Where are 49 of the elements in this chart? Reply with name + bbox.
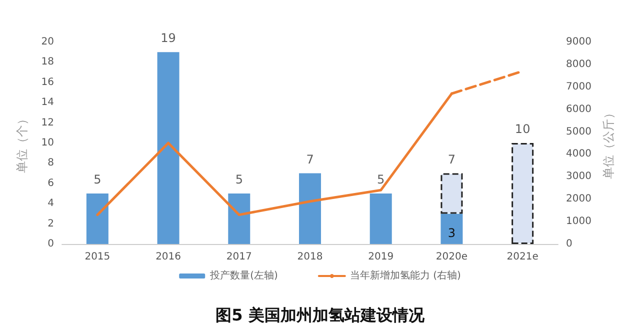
legend-label: 当年新增加氢能力 (右轴) bbox=[350, 270, 461, 282]
y-tick-label: 8 bbox=[48, 158, 54, 169]
text: 图5 美国加州加氢站建设情况 bbox=[216, 306, 426, 324]
y-tick-label: 4 bbox=[48, 198, 54, 210]
y2-tick-label: 4000 bbox=[566, 148, 592, 160]
y2-tick-label: 2000 bbox=[566, 194, 592, 205]
total-label: 7 bbox=[448, 152, 456, 166]
y2-tick-label: 9000 bbox=[566, 36, 592, 48]
bar bbox=[512, 143, 534, 244]
y-tick-label: 10 bbox=[41, 138, 54, 148]
bar bbox=[440, 173, 463, 214]
y-tick-label: 0 bbox=[48, 238, 54, 250]
y2-tick-label: 8000 bbox=[566, 58, 592, 70]
x-tick-label: 2019 bbox=[368, 252, 394, 262]
total-label: 7 bbox=[306, 152, 314, 166]
x-tick-label: 2015 bbox=[84, 252, 110, 262]
y2-tick-label: 7000 bbox=[566, 81, 592, 92]
bar bbox=[228, 194, 250, 244]
y-tick-label: 18 bbox=[41, 56, 54, 68]
bar bbox=[157, 52, 180, 244]
x-tick-label: 2018 bbox=[297, 252, 323, 262]
y-tick-label: 16 bbox=[41, 76, 54, 88]
x-tick-label: 2017 bbox=[226, 252, 252, 262]
total-label: 5 bbox=[94, 172, 102, 186]
bar bbox=[440, 214, 463, 244]
y-tick-label: 12 bbox=[41, 117, 54, 128]
x-tick-label: 2016 bbox=[156, 252, 182, 262]
y-tick-label: 2 bbox=[48, 218, 54, 230]
x-tick-label: 2021e bbox=[506, 252, 538, 262]
y-tick-label: 6 bbox=[48, 178, 54, 189]
bar bbox=[86, 194, 108, 244]
y-axis-title: 单位（个） bbox=[15, 113, 29, 173]
y-tick-label: 14 bbox=[41, 97, 54, 108]
data-label: 3 bbox=[448, 226, 456, 240]
y2-tick-label: 0 bbox=[566, 238, 572, 250]
y2-tick-label: 6000 bbox=[566, 104, 592, 115]
y-tick-label: 20 bbox=[41, 36, 54, 48]
bar bbox=[299, 173, 321, 244]
total-label: 19 bbox=[160, 31, 176, 46]
total-label: 5 bbox=[377, 172, 385, 186]
total-label: 10 bbox=[514, 122, 530, 136]
y2-axis-title: 单位（公斤） bbox=[601, 107, 616, 179]
y2-tick-label: 5000 bbox=[566, 126, 592, 138]
legend-label: 投产数量(左轴) bbox=[209, 270, 278, 282]
y2-tick-label: 3000 bbox=[566, 171, 592, 182]
y2-tick-label: 1000 bbox=[566, 216, 592, 228]
bar bbox=[370, 194, 392, 244]
x-tick-label: 2020e bbox=[436, 252, 468, 262]
total-label: 5 bbox=[235, 172, 243, 186]
